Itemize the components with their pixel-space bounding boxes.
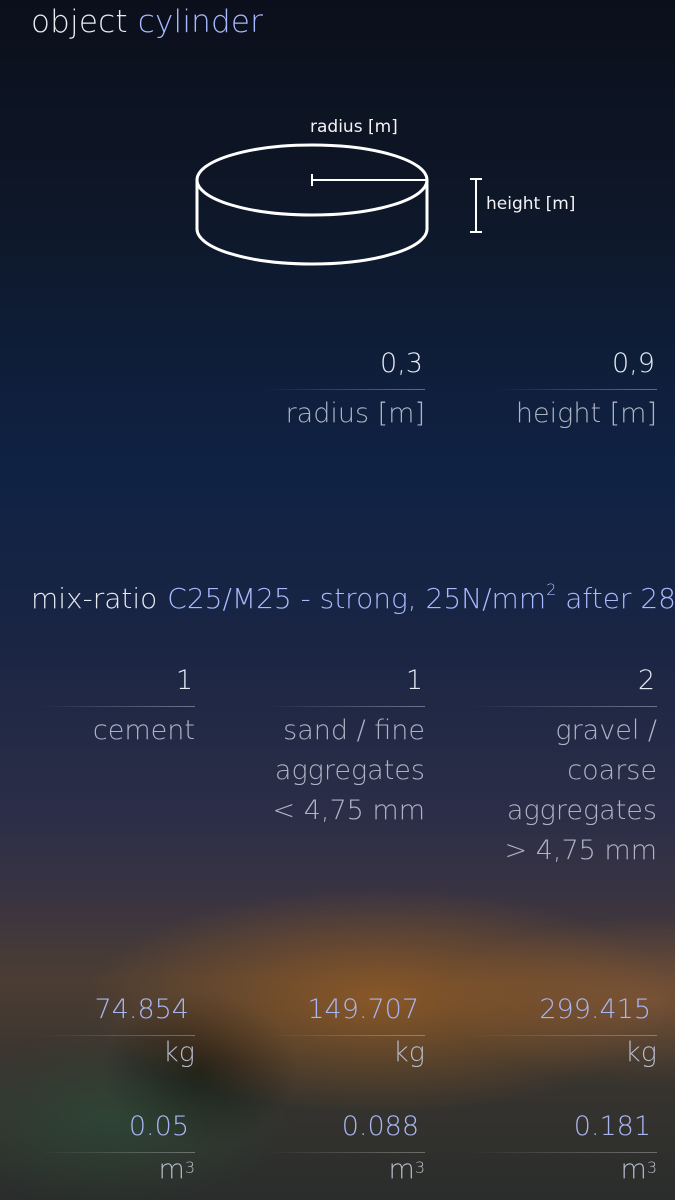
mix-ratio-selector[interactable]: mix-ratio C25/M25 - strong, 25N/mm2 after… (31, 580, 675, 615)
ratio-sand-label: sand / fine aggregates < 4,75 mm (272, 715, 425, 826)
object-label: object (31, 4, 128, 40)
radius-underline (265, 389, 425, 390)
result-sand-m3: 0.088 m3 (265, 1110, 425, 1187)
height-label: height [m] (515, 398, 657, 429)
ratio-gravel-value[interactable]: 2 (637, 665, 655, 696)
result-gravel-m3: 0.181 m3 (470, 1110, 657, 1187)
ratio-gravel-label: gravel / coarse aggregates > 4,75 mm (504, 715, 657, 866)
result-sand-kg: 149.707 kg (265, 993, 425, 1070)
mix-ratio-label: mix-ratio (31, 582, 158, 615)
ratio-gravel-field[interactable]: 2 gravel / coarse aggregates > 4,75 mm (470, 664, 657, 871)
result-cement-kg: 74.854 kg (40, 993, 195, 1070)
object-value: cylinder (137, 4, 264, 40)
ratio-cement-label: cement (92, 715, 195, 746)
mix-ratio-value: C25/M25 - strong, 25N/mm2 after 28 (167, 580, 675, 615)
ratio-sand-underline (265, 706, 425, 707)
radius-label: radius [m] (285, 398, 425, 429)
cylinder-diagram: radius [m] height [m] (190, 105, 600, 280)
result-gravel-kg: 299.415 kg (470, 993, 657, 1070)
ratio-gravel-underline (470, 706, 657, 707)
ratio-sand-value[interactable]: 1 (405, 665, 423, 696)
diagram-radius-label: radius [m] (310, 117, 398, 137)
height-underline (495, 389, 657, 390)
result-cement-m3: 0.05 m3 (40, 1110, 195, 1187)
diagram-height-label: height [m] (486, 194, 576, 214)
height-field[interactable]: 0,9 height [m] (495, 347, 657, 434)
ratio-cement-underline (40, 706, 195, 707)
cylinder-icon (195, 143, 482, 266)
radius-value[interactable]: 0,3 (380, 348, 423, 379)
ratio-sand-field[interactable]: 1 sand / fine aggregates < 4,75 mm (265, 664, 425, 831)
radius-field[interactable]: 0,3 radius [m] (265, 347, 425, 434)
object-selector[interactable]: object cylinder (31, 4, 263, 40)
ratio-cement-value[interactable]: 1 (175, 665, 193, 696)
ratio-cement-field[interactable]: 1 cement (40, 664, 195, 751)
height-value[interactable]: 0,9 (612, 348, 655, 379)
